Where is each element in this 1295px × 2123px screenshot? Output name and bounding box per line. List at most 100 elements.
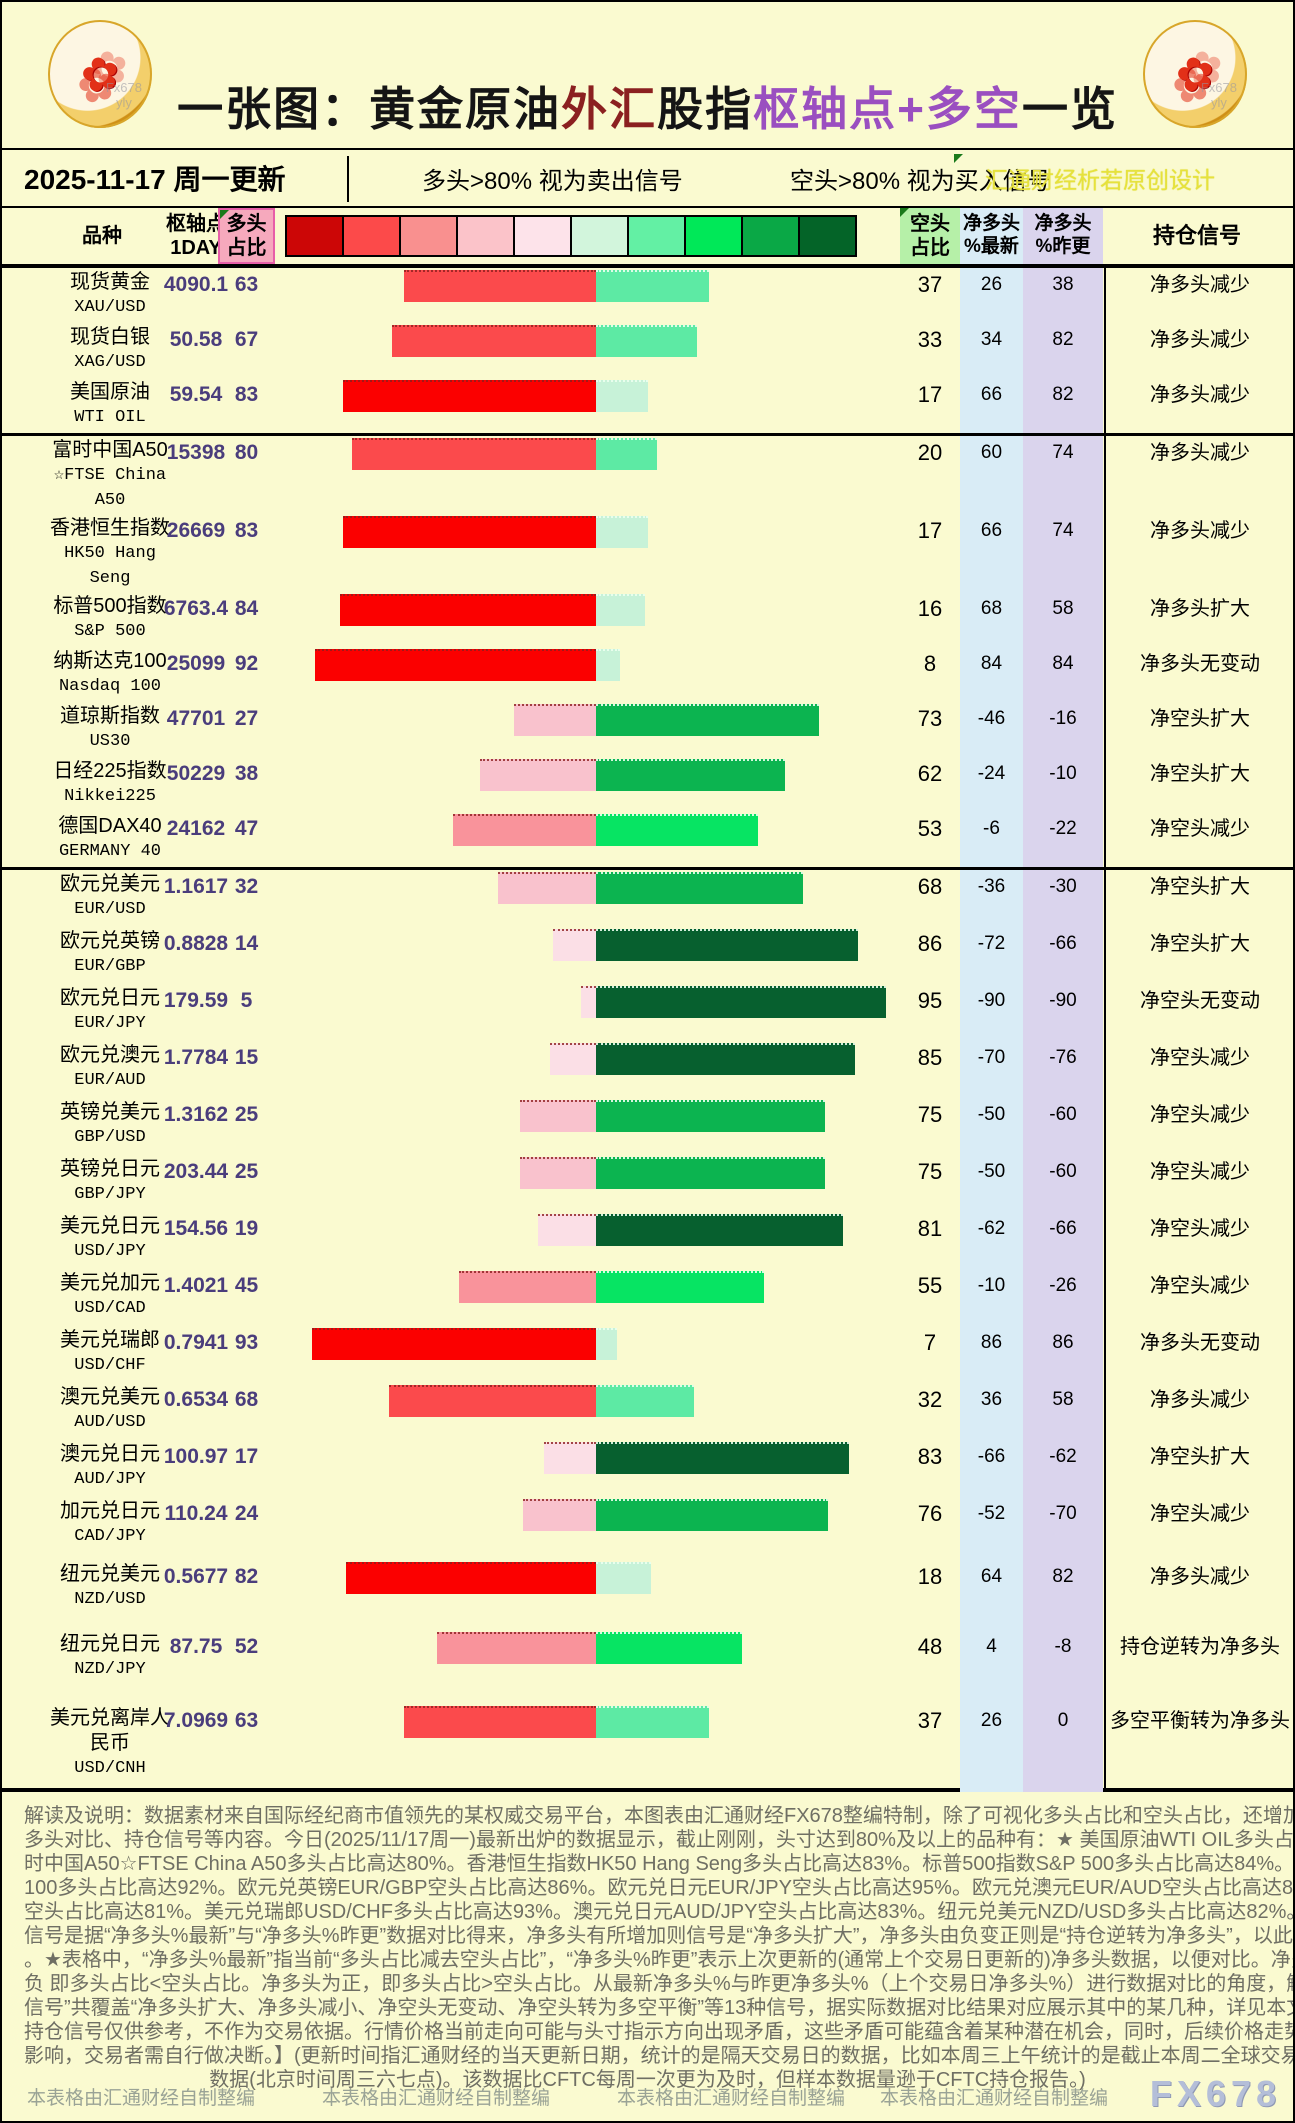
explanation-line: 数据(北京时间周三六七点)。该数据比CFTC每周一次更为及时，但样本数据量逊于C… xyxy=(209,2069,1086,2091)
instrument-name: 现货黄金 XAU/USD xyxy=(22,270,198,320)
position-signal: 净空头减少 xyxy=(1150,1161,1250,1183)
long-bar xyxy=(391,325,596,357)
long-bar xyxy=(339,594,596,626)
instrument-name-cn: 美国原油 xyxy=(70,381,150,403)
long-pct-value: 47 xyxy=(234,817,259,840)
pivot-value: 1.4021 xyxy=(163,1274,229,1297)
instrument-name-cn: 纽元兑日元 xyxy=(60,1633,160,1655)
position-signal: 净多头减少 xyxy=(1150,274,1250,296)
pivot-value: 7.0969 xyxy=(163,1709,229,1732)
pivot-value: 0.7941 xyxy=(163,1331,229,1354)
long-short-bar xyxy=(285,759,897,791)
coin-watermark: Fx678 yly xyxy=(1200,80,1237,110)
position-signal: 净空头扩大 xyxy=(1150,933,1250,955)
long-pct-value: 17 xyxy=(234,1445,259,1468)
short-pct-value: 68 xyxy=(917,874,943,899)
table-row: 纽元兑美元 NZD/USD 0.5677 82 18 64 82 净多头减少 xyxy=(2,1554,1293,1620)
table-row: 欧元兑日元 EUR/JPY 179.59 5 95 -90 -90 净空头无变动 xyxy=(2,984,1293,1041)
instrument-code: GERMANY 40 xyxy=(58,842,162,861)
position-signal: 净空头减少 xyxy=(1150,1218,1250,1240)
position-signal: 净多头无变动 xyxy=(1140,653,1260,675)
net-long-latest-value: 66 xyxy=(980,520,1003,541)
instrument-code: USD/JPY xyxy=(74,1242,146,1261)
net-long-latest-value: 26 xyxy=(980,274,1003,295)
instrument-code: Nasdaq 100 xyxy=(58,677,162,696)
long-short-bar xyxy=(285,325,897,357)
long-pct-value: 25 xyxy=(234,1103,259,1126)
table-body: 现货黄金 XAU/USD 4090.1 63 37 26 38 净多头减少 现货白银 XAG/US… xyxy=(2,268,1293,1792)
instrument-name: 澳元兑美元 AUD/USD xyxy=(22,1385,198,1435)
instrument-name-cn: 美元兑瑞郎 xyxy=(60,1329,160,1351)
position-signal: 净多头减少 xyxy=(1150,442,1250,464)
long-bar xyxy=(519,1100,596,1132)
col-long-pct-label: 多头 占比 xyxy=(226,213,267,259)
instrument-code: AUD/USD xyxy=(74,1413,146,1432)
instrument-name-cn: 纽元兑美元 xyxy=(60,1563,160,1585)
instrument-code: USD/CNH xyxy=(74,1759,146,1778)
short-bar xyxy=(596,759,786,791)
short-pct-value: 16 xyxy=(917,596,943,621)
instrument-name: 德国DAX40 GERMANY 40 xyxy=(22,814,198,864)
net-long-latest-value: -70 xyxy=(977,1047,1006,1068)
instrument-name: 欧元兑日元 EUR/JPY xyxy=(22,986,198,1036)
net-long-latest-value: 34 xyxy=(980,329,1003,350)
position-signal: 持仓逆转为净多头 xyxy=(1120,1636,1280,1658)
cell-corner-marker xyxy=(900,208,909,217)
net-long-latest-value: 66 xyxy=(980,384,1003,405)
instrument-name-cn: 加元兑日元 xyxy=(60,1500,160,1522)
table-row: 富时中国A50 ☆FTSE China A50 15398 80 20 60 74 净多头减少 xyxy=(2,436,1293,514)
short-pct-value: 95 xyxy=(917,988,943,1013)
page-title: 一张图：黄金原油 外汇 股指 枢轴点+多空 一览 xyxy=(2,33,1293,179)
long-pct-value: 83 xyxy=(234,519,259,542)
long-short-bar xyxy=(285,1632,897,1664)
net-long-prev-value: -66 xyxy=(1049,933,1077,954)
explanation-line: 持仓信号仅供参考，不作为交易依据。行情价格当前走向可能与头寸指示方向出现矛盾，这… xyxy=(24,2021,1295,2043)
long-pct-value: 67 xyxy=(234,328,259,351)
net-long-latest-value: -90 xyxy=(977,990,1006,1011)
pivot-value: 47701 xyxy=(166,707,226,730)
net-long-prev-value: -90 xyxy=(1049,990,1077,1011)
instrument-name-cn: 美元兑离岸人 民币 xyxy=(50,1707,170,1754)
table-row: 现货白银 XAG/USD 50.58 67 33 34 82 净多头减少 xyxy=(2,323,1293,378)
net-long-latest-value: -52 xyxy=(977,1503,1006,1524)
net-long-prev-value: 58 xyxy=(1052,1389,1074,1410)
instrument-name: 香港恒生指数 HK50 Hang Seng xyxy=(22,516,198,591)
long-pct-value: 63 xyxy=(234,273,259,296)
long-bar xyxy=(315,649,596,681)
title-segment: 一张图：黄金原油 xyxy=(177,82,562,135)
col-net-long-prev: 净多头 %昨更 xyxy=(1023,208,1103,264)
short-pct-value: 83 xyxy=(917,1444,943,1469)
instrument-code: NZD/JPY xyxy=(74,1660,146,1679)
short-bar xyxy=(596,1157,825,1189)
position-signal: 净多头减少 xyxy=(1150,1389,1250,1411)
short-bar xyxy=(596,270,709,302)
coin-watermark: Fx678 yly xyxy=(105,80,142,110)
short-bar xyxy=(596,1328,618,1360)
long-short-bar xyxy=(285,1214,897,1246)
long-short-bar xyxy=(285,1328,897,1360)
long-pct-value: 14 xyxy=(234,932,259,955)
pivot-value: 0.6534 xyxy=(163,1388,229,1411)
long-pct-value: 15 xyxy=(234,1046,259,1069)
col-pivot: 枢轴点 1DAY xyxy=(166,213,226,259)
long-short-bar xyxy=(285,516,897,548)
long-pct-value: 84 xyxy=(234,597,259,620)
short-bar xyxy=(596,1442,850,1474)
net-long-latest-value: 4 xyxy=(986,1636,997,1657)
legend-swatch xyxy=(684,215,743,257)
short-signal-note: 空头>80% 视为买入信号 xyxy=(790,167,1051,195)
short-bar xyxy=(596,704,819,736)
explanation-line: 信号是据“净多头%最新”与“净多头%昨更”数据对比得来，净多头有所增加则信号是“… xyxy=(24,1925,1295,1947)
position-signal: 净空头扩大 xyxy=(1150,876,1250,898)
legend-swatch xyxy=(456,215,515,257)
legend-swatch xyxy=(741,215,800,257)
instrument-code: WTI OIL xyxy=(74,408,146,427)
pivot-value: 25099 xyxy=(166,652,226,675)
net-long-latest-value: -36 xyxy=(977,876,1006,897)
pivot-value: 1.1617 xyxy=(163,875,229,898)
instrument-name-cn: 道琼斯指数 xyxy=(60,705,160,727)
long-short-bar xyxy=(285,1562,897,1594)
instrument-code: US30 xyxy=(89,732,131,751)
pivot-value: 24162 xyxy=(166,817,226,840)
instrument-name-cn: 澳元兑日元 xyxy=(60,1443,160,1465)
